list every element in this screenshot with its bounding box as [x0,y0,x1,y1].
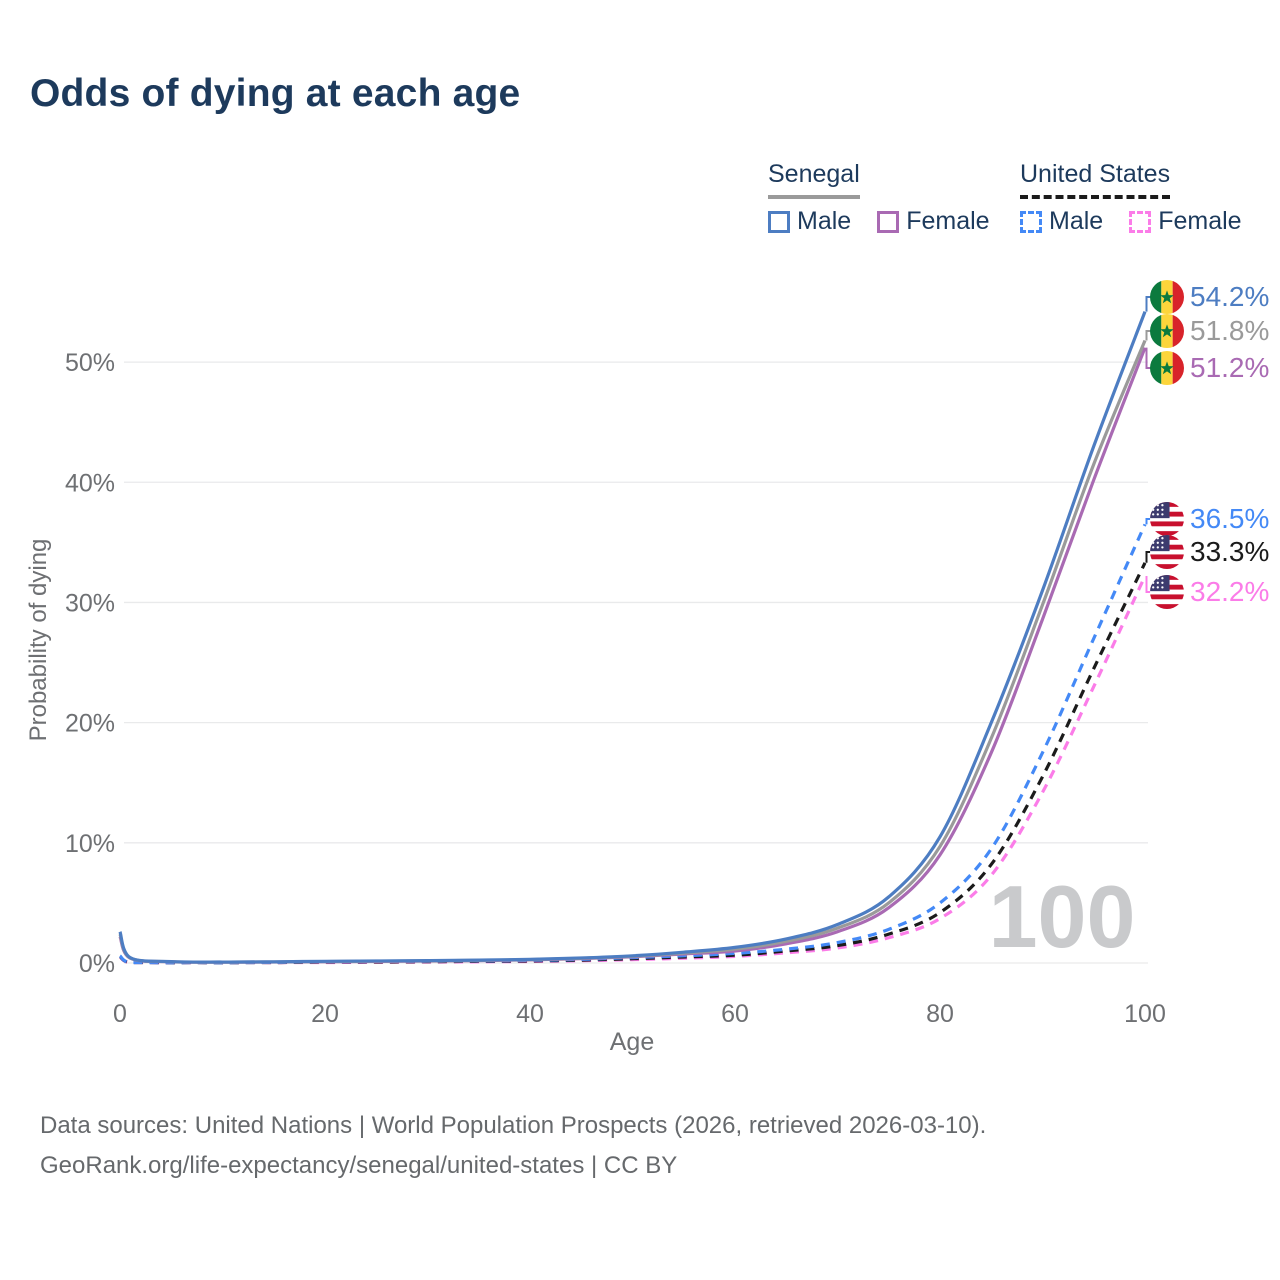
series-line-senegal-male [118,311,1147,964]
us-male-swatch-icon [1020,210,1042,233]
legend-group-senegal: Senegal Male Female [768,160,990,236]
series-end-value-label: 54.2% [1190,281,1269,312]
legend-item-senegal-male: Male [768,207,851,236]
us-flag-icon [1150,535,1184,569]
y-axis-tick-label: 20% [65,710,115,738]
legend-title-united-states: United States [1020,160,1171,199]
legend-label: Male [1049,207,1104,235]
senegal-male-swatch-icon [768,210,790,233]
series-end-value-label: 51.8% [1190,315,1269,346]
legend-label: Female [906,207,990,235]
label-leader-line [1145,576,1151,593]
x-axis-title: Age [610,1028,654,1056]
label-leader-line [1145,518,1151,525]
legend-label: Female [1158,207,1242,235]
legend-item-senegal-female: Female [877,207,990,236]
footer-link-line: GeoRank.org/life-expectancy/senegal/unit… [40,1152,678,1179]
age-counter-watermark: 100 [989,867,1136,966]
y-axis-tick-label: 40% [65,469,115,497]
y-axis-tick-label: 10% [65,830,115,858]
senegal-flag-icon [1150,314,1184,348]
series-end-value-label: 32.2% [1190,576,1269,607]
x-axis-tick-label: 40 [516,1000,544,1028]
footer-data-sources: Data sources: United Nations | World Pop… [40,1112,987,1139]
y-axis-tick-label: 50% [65,349,115,377]
x-axis-tick-label: 80 [926,1000,954,1028]
senegal-flag-icon [1150,351,1184,385]
page-title: Odds of dying at each age [30,72,521,115]
series-end-value-label: 36.5% [1190,503,1269,534]
y-axis-title: Probability of dying [25,539,52,742]
legend-label: Male [797,207,852,235]
x-axis-tick-label: 0 [113,1000,127,1028]
senegal-female-swatch-icon [877,210,900,233]
y-axis-tick-label: 0% [79,950,115,978]
us-flag-icon [1150,502,1184,536]
legend-group-united-states: United States Male Female [1020,160,1242,236]
us-flag-icon [1150,575,1184,609]
x-axis-tick-label: 20 [311,1000,339,1028]
series-end-value-label: 33.3% [1190,536,1269,567]
footer-attribution: Data sources: United Nations | World Pop… [40,1106,986,1186]
label-leader-line [1145,330,1151,341]
series-end-value-label: 51.2% [1190,352,1269,383]
legend-title-senegal: Senegal [768,160,860,199]
us-female-swatch-icon [1129,210,1152,233]
label-leader-line [1145,296,1151,312]
y-axis-tick-label: 30% [65,589,115,617]
label-leader-line [1145,347,1151,369]
x-axis-tick-label: 100 [1124,1000,1166,1028]
legend-item-us-female: Female [1129,207,1242,236]
x-axis-tick-label: 60 [721,1000,749,1028]
senegal-flag-icon [1150,280,1184,314]
label-leader-line [1145,551,1151,563]
legend-item-us-male: Male [1020,207,1103,236]
